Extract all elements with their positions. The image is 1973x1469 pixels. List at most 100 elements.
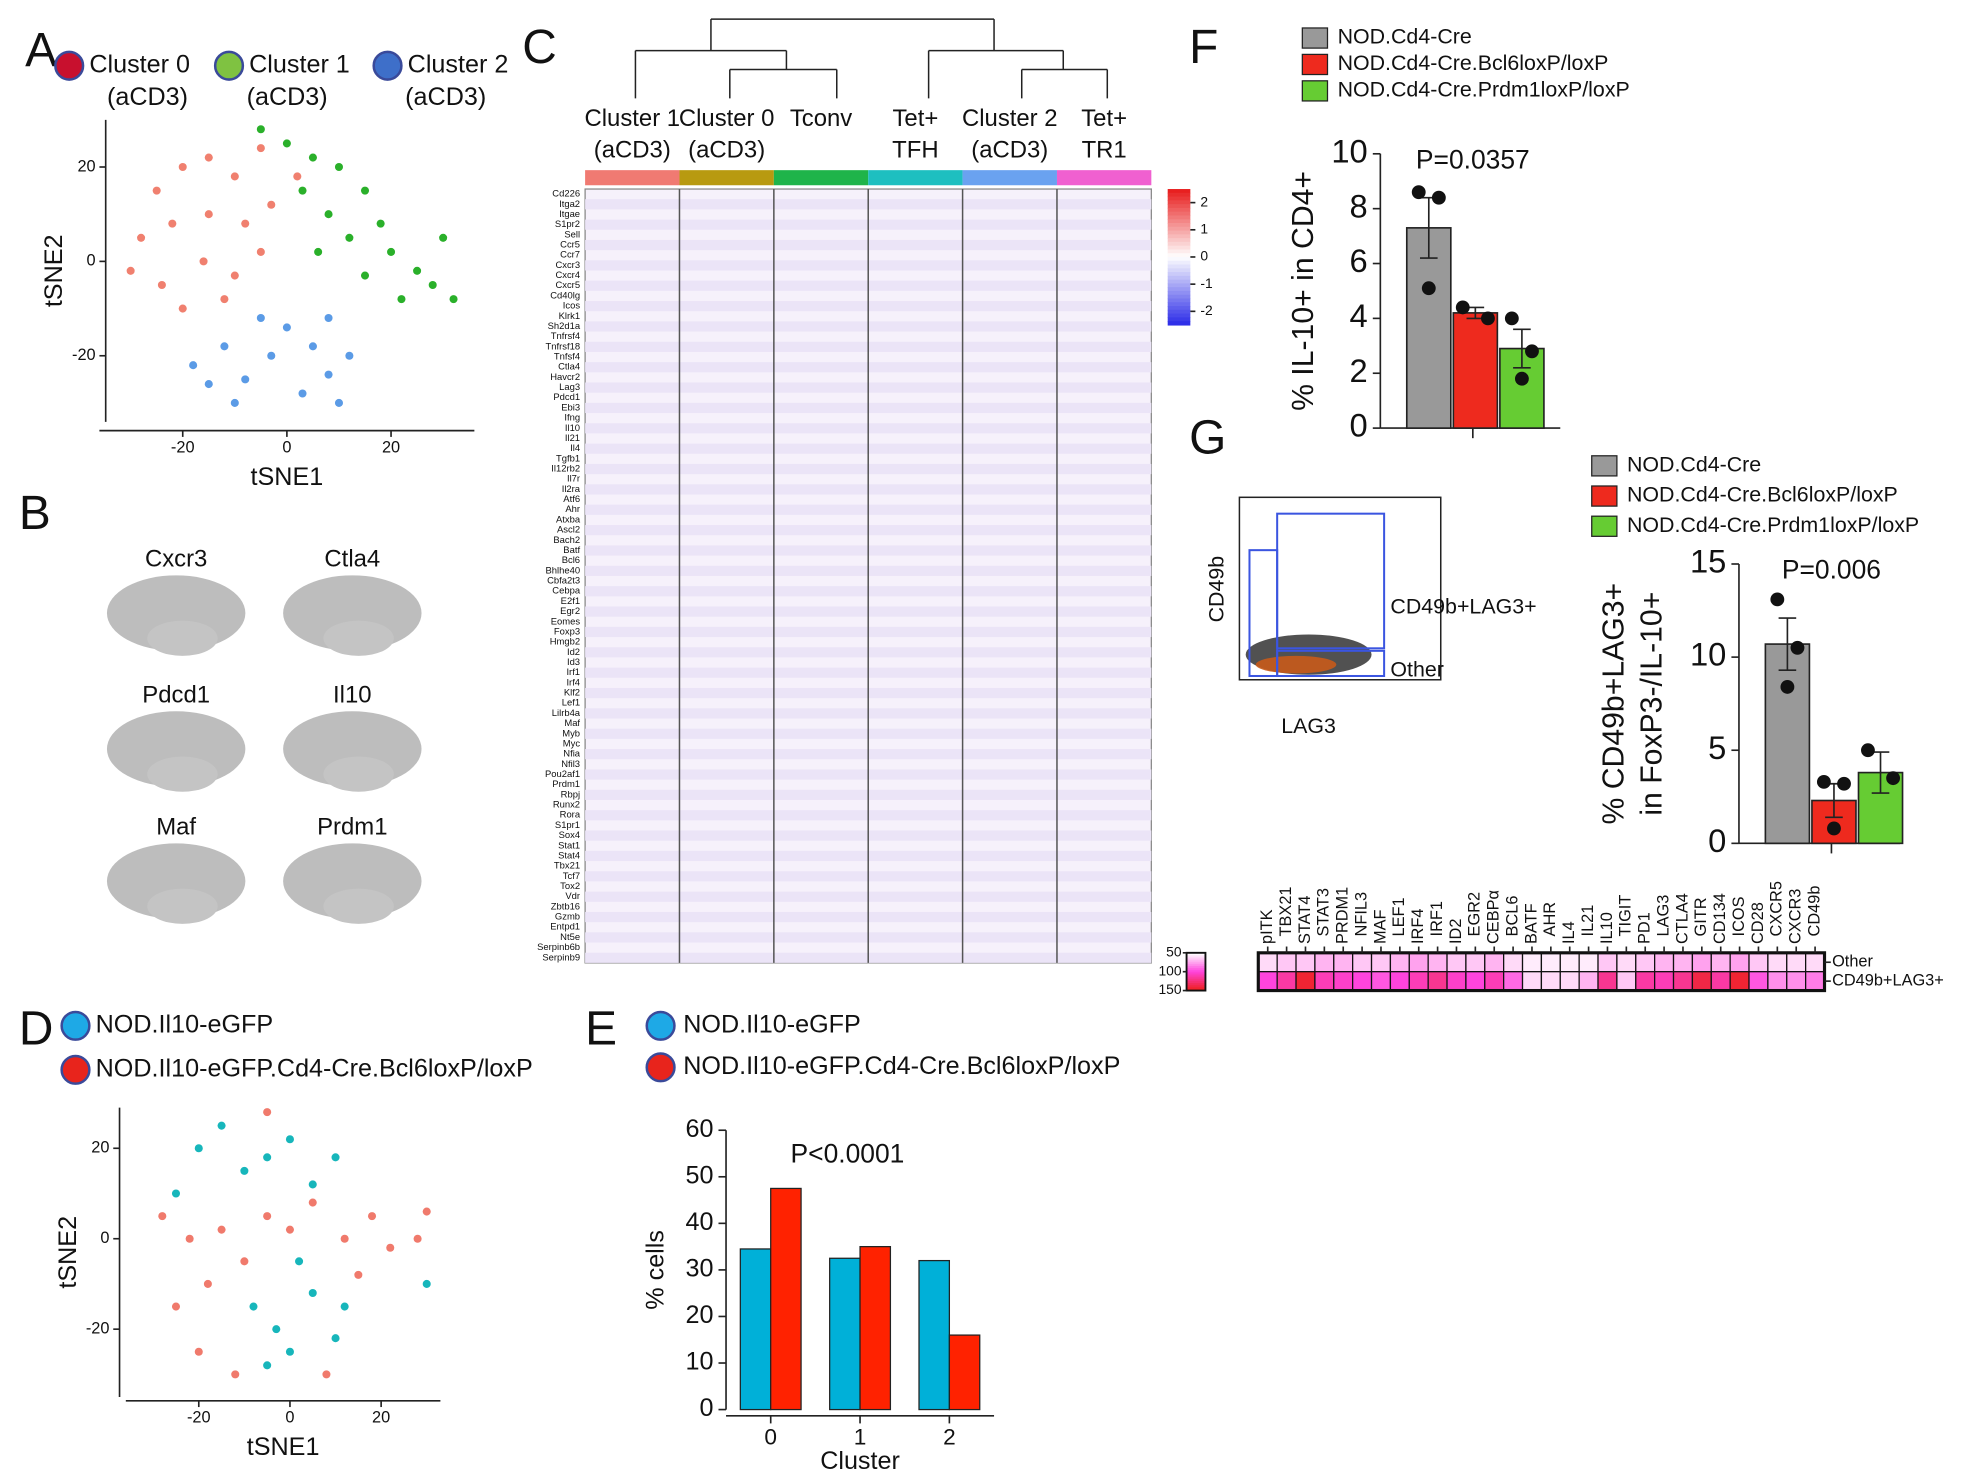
legend-marker [54, 50, 85, 81]
column-label: IL21 [1579, 905, 1597, 937]
heatmap-cell [1295, 952, 1316, 973]
color-key-step [1167, 223, 1191, 228]
bar [1764, 643, 1811, 845]
data-point [1770, 592, 1785, 607]
legend-marker [213, 50, 245, 81]
panel-label: D [19, 1003, 54, 1056]
heatmap-cell [1257, 952, 1278, 973]
point [157, 280, 166, 290]
flow-density-core [1255, 655, 1337, 674]
x-tick-label: -20 [171, 439, 195, 457]
heatmap-cell [1691, 971, 1712, 992]
color-key-label: 0 [1200, 248, 1208, 264]
color-key-label: 150 [1158, 981, 1181, 997]
y-tick-label: 10 [685, 1348, 713, 1376]
heatmap-cell [1748, 952, 1769, 973]
y-tick-label: -20 [72, 346, 96, 364]
gene-label: Ccr7 [560, 249, 580, 260]
gene-label: Cd226 [552, 188, 580, 199]
point [413, 1234, 422, 1243]
gene-label: Lilrb4a [552, 707, 581, 718]
y-axis-label: % cells [641, 1230, 669, 1310]
column-label: CXCR3 [1787, 889, 1805, 944]
heatmap-cell [1465, 971, 1486, 992]
gene-label: S1pr1 [555, 819, 580, 830]
color-key-step [1186, 984, 1206, 988]
color-key-step [1167, 260, 1191, 266]
heatmap-cell [1427, 952, 1448, 973]
gene-label: Gzmb [555, 911, 580, 922]
data-point [1504, 311, 1519, 326]
gene-label: Atf6 [563, 493, 580, 504]
gene-label: Pou2af1 [545, 768, 580, 779]
column-label: CXCR5 [1768, 881, 1786, 936]
column-label: TBX21 [1277, 886, 1295, 936]
point [217, 1121, 226, 1130]
y-tick-label: 2 [1350, 352, 1368, 389]
heatmap-cell [1616, 952, 1637, 973]
heatmap-cell [1805, 971, 1826, 992]
panel-label: E [585, 1003, 617, 1056]
gene-label: Nt5e [560, 931, 580, 942]
feature-title: Ctla4 [324, 546, 380, 573]
gene-label: Prdm1 [552, 778, 580, 789]
color-key-step [1167, 298, 1191, 303]
gene-label: Serpinb6b [537, 941, 580, 952]
dendrogram [634, 18, 1109, 99]
gene-label: Cxcr3 [555, 259, 580, 270]
data-point [1886, 771, 1901, 786]
color-key-step [1167, 287, 1191, 292]
y-tick-label: 0 [699, 1394, 713, 1422]
legend-label: NOD.Il10-eGFP.Cd4-Cre.Bcl6loxP/loxP [96, 1054, 533, 1082]
column-label: STAT4 [1296, 896, 1314, 944]
point [220, 342, 229, 351]
panel-label: G [1189, 411, 1226, 464]
column-color [773, 170, 869, 186]
point [230, 398, 239, 407]
gene-label: Sox4 [559, 829, 580, 840]
gene-label: Itga2 [559, 198, 580, 209]
x-axis-label: tSNE1 [247, 1433, 320, 1461]
color-key-step [1167, 272, 1191, 277]
flow-gate [1276, 649, 1386, 677]
y-tick-label: 20 [91, 1139, 109, 1157]
point [324, 370, 333, 379]
x-tick-label: 1 [854, 1424, 867, 1449]
heatmap-cell [1748, 971, 1769, 992]
gene-label: Cd40lg [550, 289, 580, 300]
data-point [1421, 281, 1436, 296]
heatmap-cell [1389, 952, 1410, 973]
column-label: CD49b [1805, 886, 1823, 937]
feature-blob [147, 620, 218, 656]
point [189, 361, 198, 370]
panel-label: B [19, 487, 51, 540]
point [194, 1144, 203, 1153]
color-key-step [1167, 321, 1191, 326]
point [204, 153, 213, 162]
data-point [1837, 776, 1851, 791]
heatmap-cell [1408, 971, 1429, 992]
heatmap-cell [1352, 971, 1373, 992]
color-key-step [1167, 313, 1191, 319]
point [199, 257, 208, 266]
color-key-step [1167, 189, 1191, 194]
annotation: P<0.0001 [791, 1138, 905, 1168]
column-label: IL10 [1598, 912, 1616, 944]
point [367, 1212, 377, 1221]
gene-label: Id2 [567, 646, 580, 657]
point [240, 1257, 249, 1266]
point [249, 1302, 258, 1311]
color-key-step [1186, 967, 1206, 971]
point [324, 210, 333, 219]
color-key-step [1167, 264, 1191, 269]
gene-label: Il10 [565, 422, 580, 433]
column-label: Cluster 2 [962, 105, 1058, 132]
gene-label: Bcl6 [562, 554, 580, 565]
point [203, 1279, 212, 1288]
error-bar [1513, 328, 1531, 369]
gene-label: Cxcr5 [555, 279, 580, 290]
gene-label: Il2ra [562, 483, 581, 494]
data-point [1827, 821, 1841, 836]
heatmap-cell [1427, 971, 1448, 992]
legend-swatch [1591, 455, 1618, 477]
